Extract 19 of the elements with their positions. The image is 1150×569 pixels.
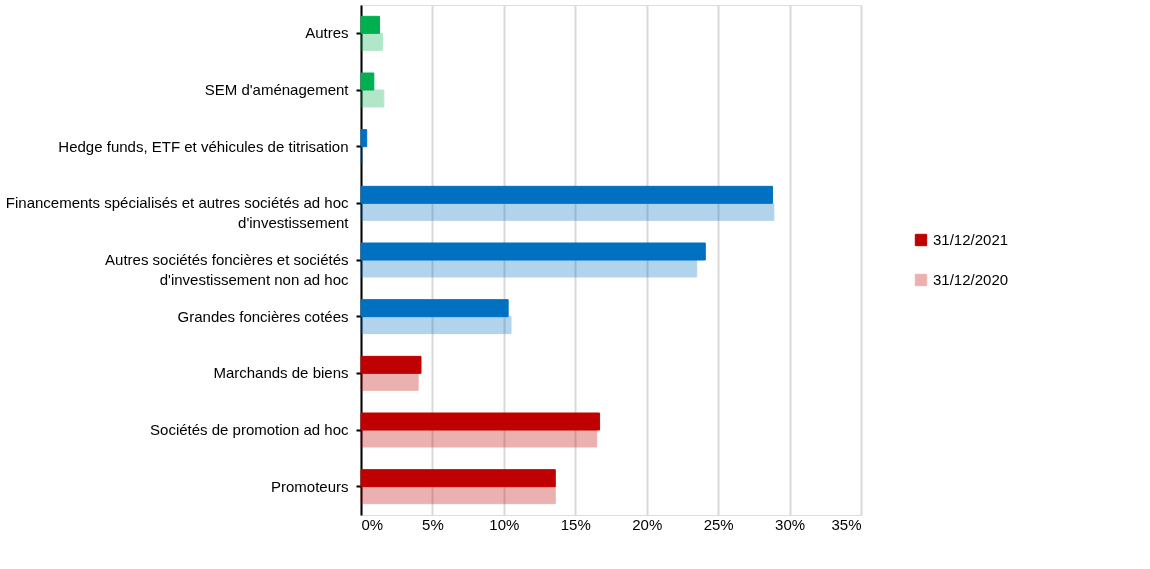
x-tick-label: 0% <box>361 515 384 533</box>
x-tick-label: 15% <box>560 515 591 533</box>
x-tick-label: 5% <box>422 515 444 533</box>
y-tick-label: Autres sociétés foncières et sociétés d'investissement non ad hoc <box>105 251 349 288</box>
x-tick-label: 20% <box>632 515 663 533</box>
y-tick-label: Promoteurs <box>270 477 349 495</box>
y-tick-label: Marchands de biens <box>213 364 349 382</box>
x-tick-label: 25% <box>703 515 734 533</box>
x-tick-label: 35% <box>831 515 862 533</box>
y-tick-label: SEM d'aménagement <box>204 81 350 98</box>
legend-label: 31/12/2021 <box>933 231 1009 248</box>
legend-label: 31/12/2020 <box>933 271 1009 288</box>
y-tick-label: Autres <box>305 24 349 42</box>
y-tick-label: Financements spécialisés et autres sociétés ad hoc d'investissement <box>5 194 350 232</box>
x-tick-label: 30% <box>775 515 806 533</box>
y-tick-label: Grandes foncières cotées <box>177 307 349 325</box>
y-tick-label: Hedge funds, ETF et véhicules de titrisation <box>58 137 349 155</box>
y-tick-label: Sociétés de promotion ad hoc <box>150 421 349 438</box>
x-tick-label: 10% <box>489 515 520 533</box>
